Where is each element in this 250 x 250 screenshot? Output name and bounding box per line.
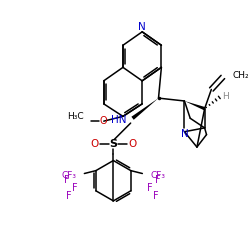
Text: F: F (66, 190, 72, 200)
Text: N: N (138, 22, 146, 32)
Text: H: H (222, 92, 229, 101)
Text: O: O (128, 139, 137, 149)
Text: S: S (109, 139, 117, 149)
Text: HN: HN (111, 115, 127, 125)
Text: F: F (72, 183, 78, 193)
Text: F: F (153, 190, 158, 200)
Text: O: O (90, 139, 98, 149)
Text: F: F (64, 175, 70, 185)
Text: CF₃: CF₃ (150, 171, 165, 180)
Polygon shape (132, 98, 158, 120)
Text: N: N (180, 129, 188, 139)
Text: O: O (100, 116, 108, 126)
Text: CF₃: CF₃ (62, 171, 77, 180)
Text: F: F (147, 183, 153, 193)
Polygon shape (184, 101, 205, 110)
Text: H₃C: H₃C (67, 112, 84, 121)
Text: F: F (155, 175, 160, 185)
Text: CH₂: CH₂ (232, 70, 249, 80)
